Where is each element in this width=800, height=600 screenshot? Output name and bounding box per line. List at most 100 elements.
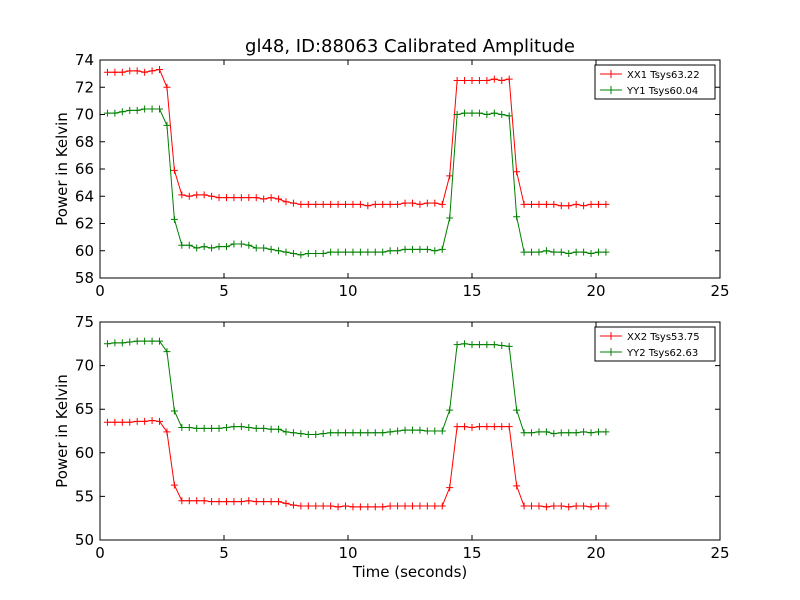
data-point (386, 502, 394, 510)
data-point (565, 249, 573, 257)
data-point (111, 68, 119, 76)
data-point (550, 430, 558, 438)
data-point (319, 249, 327, 257)
x-tick-label: 15 (462, 544, 481, 562)
data-point (535, 428, 543, 436)
data-point (297, 430, 305, 438)
data-point (505, 112, 513, 120)
data-point (260, 424, 268, 432)
data-point (275, 247, 283, 255)
data-point (103, 68, 111, 76)
data-point (163, 428, 171, 436)
data-point (446, 214, 454, 222)
data-point (438, 502, 446, 510)
data-point (163, 348, 171, 356)
data-point (185, 497, 193, 505)
data-point (453, 111, 461, 118)
data-point (394, 200, 402, 208)
data-point (327, 429, 335, 437)
data-point (156, 66, 164, 74)
data-point (237, 498, 245, 506)
data-point (185, 192, 193, 200)
data-point (156, 105, 164, 113)
y-tick-label: 65 (75, 400, 94, 418)
data-point (565, 429, 573, 437)
x-tick-label: 15 (462, 282, 481, 300)
data-point (587, 429, 595, 437)
data-point (416, 245, 424, 253)
data-point (245, 194, 253, 202)
data-point (334, 200, 342, 208)
data-point (215, 194, 223, 202)
data-point (528, 248, 536, 256)
data-point (222, 194, 230, 202)
data-point (394, 502, 402, 510)
data-point (498, 342, 506, 350)
legend-box (594, 64, 716, 100)
data-point (580, 428, 588, 436)
data-point (170, 166, 178, 174)
x-tick-label: 0 (95, 544, 105, 562)
data-point (304, 430, 312, 438)
data-point (178, 424, 186, 432)
data-point (557, 202, 565, 210)
data-point (542, 503, 550, 511)
data-point (133, 67, 141, 75)
data-point (416, 502, 424, 510)
data-point (483, 111, 491, 118)
data-point (156, 337, 164, 345)
data-point (461, 423, 469, 431)
data-point (356, 200, 364, 208)
series-1 (103, 417, 610, 511)
data-point (163, 83, 171, 91)
y-axis-label: Power in Kelvin (53, 374, 71, 488)
legend: XX1 Tsys63.22 YY1 Tsys60.04 (594, 64, 716, 100)
y-tick-label: 74 (75, 51, 94, 69)
data-point (222, 498, 230, 506)
data-point (453, 76, 461, 84)
data-point (200, 243, 208, 251)
legend-label: XX1 Tsys63.22 (627, 70, 700, 81)
data-point (297, 251, 305, 259)
data-point (431, 502, 439, 510)
data-point (200, 497, 208, 505)
data-point (133, 106, 141, 114)
y-tick-label: 64 (75, 187, 94, 205)
data-point (170, 407, 178, 415)
data-point (528, 502, 536, 510)
data-point (170, 215, 178, 223)
legend-swatch-marker (607, 332, 615, 340)
data-point (446, 484, 454, 492)
data-point (513, 406, 521, 414)
data-point (260, 498, 268, 506)
chart-panel-2: 0 5 10 15 20 25 50 55 60 65 70 75 Power in Kelvin Tim… (53, 313, 730, 581)
y-tick-label: 72 (75, 78, 94, 96)
data-point (490, 341, 498, 349)
data-point (319, 430, 327, 438)
x-tick-label: 10 (338, 544, 357, 562)
y-tick-label: 75 (75, 313, 94, 331)
data-point (528, 429, 536, 437)
data-point (401, 199, 409, 207)
data-point (342, 200, 350, 208)
data-point (252, 498, 260, 506)
data-point (602, 428, 610, 436)
data-point (111, 109, 119, 117)
data-point (208, 498, 216, 506)
data-point (267, 425, 275, 433)
data-point (594, 502, 602, 510)
data-point (542, 428, 550, 436)
data-point (520, 248, 528, 256)
data-point (237, 423, 245, 431)
y-tick-label: 58 (75, 269, 94, 287)
x-tick-label: 0 (95, 282, 105, 300)
data-point (304, 249, 312, 257)
data-point (461, 109, 469, 117)
data-point (401, 426, 409, 434)
data-point (602, 502, 610, 510)
data-point (289, 199, 297, 207)
data-point (594, 200, 602, 208)
data-point (394, 247, 402, 255)
data-point (401, 245, 409, 253)
data-point (371, 429, 379, 437)
